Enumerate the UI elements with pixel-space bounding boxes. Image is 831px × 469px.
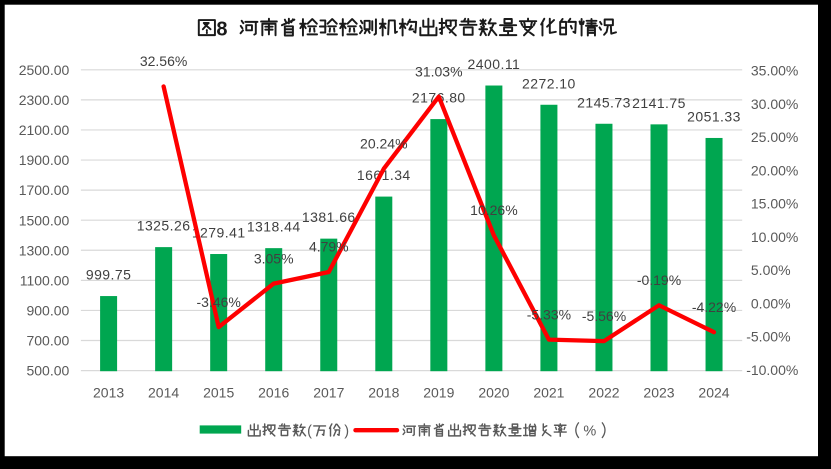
svg-text:1318.44: 1318.44 (247, 219, 301, 235)
svg-text:32.56%: 32.56% (140, 53, 187, 69)
svg-text:): ) (344, 423, 349, 439)
svg-text:-4.22%: -4.22% (692, 299, 736, 315)
svg-text:2145.73: 2145.73 (577, 94, 631, 110)
svg-text:2021: 2021 (533, 384, 564, 400)
svg-text:2400.11: 2400.11 (468, 56, 521, 72)
svg-text:35.00%: 35.00% (751, 63, 798, 79)
svg-text:2100.00: 2100.00 (19, 122, 70, 138)
svg-text:900.00: 900.00 (26, 303, 69, 319)
svg-text:%: % (583, 423, 596, 439)
svg-text:31.03%: 31.03% (415, 63, 462, 79)
svg-text:1300.00: 1300.00 (19, 242, 70, 258)
svg-text:700.00: 700.00 (26, 333, 69, 349)
svg-text:1700.00: 1700.00 (19, 182, 70, 198)
svg-text:999.75: 999.75 (86, 267, 132, 283)
svg-text:2141.75: 2141.75 (632, 95, 686, 111)
svg-text:-5.00%: -5.00% (746, 329, 790, 345)
svg-text:3.05%: 3.05% (254, 250, 294, 266)
svg-text:2016: 2016 (258, 384, 289, 400)
svg-text:10.00%: 10.00% (751, 229, 798, 245)
svg-text:1100.00: 1100.00 (20, 273, 70, 289)
svg-text:15.00%: 15.00% (751, 196, 798, 212)
svg-text:-10.00%: -10.00% (746, 362, 798, 378)
svg-text:2023: 2023 (643, 384, 674, 400)
svg-text:-5.56%: -5.56% (582, 308, 626, 324)
svg-text:2024: 2024 (698, 384, 729, 400)
svg-text:-0.19%: -0.19% (637, 272, 681, 288)
svg-text:2019: 2019 (423, 384, 454, 400)
svg-text:30.00%: 30.00% (751, 96, 798, 112)
svg-text:1279.41: 1279.41 (192, 225, 246, 241)
svg-text:25.00%: 25.00% (751, 129, 798, 145)
svg-text:500.00: 500.00 (26, 363, 69, 379)
svg-text:20.24%: 20.24% (360, 135, 407, 151)
svg-text:1500.00: 1500.00 (19, 212, 70, 228)
svg-text:2020: 2020 (478, 384, 509, 400)
svg-text:8: 8 (216, 18, 227, 40)
svg-text:-5.33%: -5.33% (527, 306, 571, 322)
svg-text:2015: 2015 (203, 384, 234, 400)
svg-text:(: ( (307, 423, 312, 439)
svg-text:1900.00: 1900.00 (19, 152, 70, 168)
svg-text:4.79%: 4.79% (309, 239, 349, 255)
svg-text:2500.00: 2500.00 (19, 62, 70, 78)
svg-text:10.26%: 10.26% (470, 202, 517, 218)
svg-text:1325.26: 1325.26 (137, 218, 191, 234)
svg-text:2014: 2014 (148, 384, 179, 400)
svg-text:5.00%: 5.00% (751, 262, 791, 278)
svg-text:1661.34: 1661.34 (357, 167, 411, 183)
svg-text:1381.66: 1381.66 (302, 209, 356, 225)
svg-text:-3.46%: -3.46% (197, 294, 241, 310)
svg-text:2022: 2022 (588, 384, 619, 400)
svg-text:2300.00: 2300.00 (19, 92, 70, 108)
svg-text:2272.10: 2272.10 (522, 75, 576, 91)
svg-text:20.00%: 20.00% (751, 162, 798, 178)
svg-text:2013: 2013 (93, 384, 124, 400)
svg-text:0.00%: 0.00% (751, 296, 791, 312)
svg-text:2051.33: 2051.33 (687, 109, 741, 125)
svg-text:2017: 2017 (313, 384, 344, 400)
svg-text:2018: 2018 (368, 384, 399, 400)
